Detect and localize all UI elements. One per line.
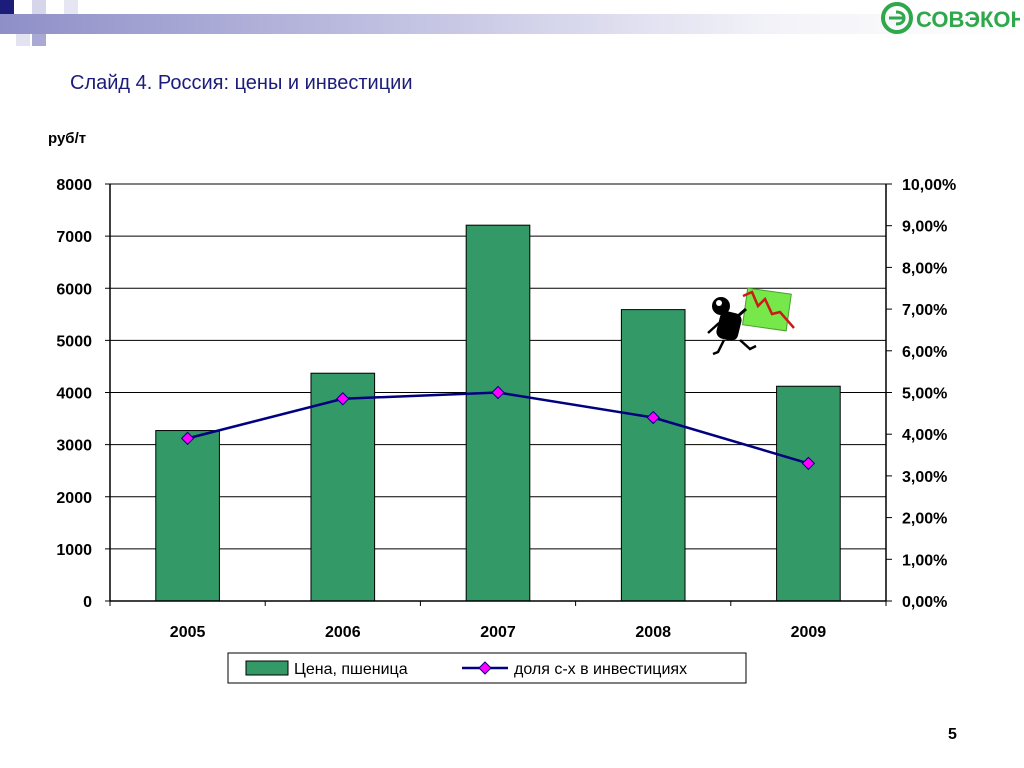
y-tick-label: 2000	[56, 490, 92, 507]
line-marker-2005	[180, 431, 195, 446]
sovecon-logo: СОВЭКОН	[881, 2, 1020, 34]
legend-label-investment-share: доля с-х в инвестициях	[514, 661, 687, 678]
y-tick-label: 4000	[56, 386, 92, 403]
y2-tick-label: 5,00%	[902, 386, 947, 403]
y2-tick-label: 3,00%	[902, 469, 947, 486]
y-tick-label: 0	[83, 594, 92, 611]
y2-tick-label: 8,00%	[902, 260, 947, 277]
bar-2006	[310, 372, 376, 602]
bar-2008	[620, 309, 686, 602]
x-tick-label: 2009	[791, 624, 827, 641]
legend: Цена, пшеница доля с-х в инвестициях	[227, 652, 747, 684]
axis-labels: 0 1000 2000 3000 4000 5000 6000 7000 8000 0,00% 1,…	[48, 130, 956, 641]
legend-label-price: Цена, пшеница	[294, 661, 408, 678]
line-marker-2006	[336, 392, 350, 406]
bar-2007	[465, 224, 531, 602]
bar-2005	[155, 430, 220, 602]
y-tick-label: 3000	[56, 438, 92, 455]
bar-2009	[776, 385, 841, 602]
line-marker-2009	[801, 456, 816, 471]
axes	[105, 183, 892, 606]
page-number: 5	[948, 726, 957, 743]
y-tick-label: 6000	[56, 281, 92, 298]
y-tick-label: 7000	[56, 229, 92, 246]
y-tick-label: 5000	[56, 333, 92, 350]
y-tick-label: 8000	[56, 177, 92, 194]
y2-tick-label: 9,00%	[902, 219, 947, 236]
y-axis-label: руб/т	[48, 130, 86, 147]
y-tick-label: 1000	[56, 542, 92, 559]
falling-chart-figure-icon	[707, 287, 795, 356]
x-tick-label: 2006	[325, 624, 361, 641]
bars	[155, 224, 841, 602]
x-tick-label: 2005	[170, 624, 206, 641]
line-marker-2007	[491, 385, 505, 400]
y2-tick-label: 1,00%	[902, 552, 947, 569]
line-marker-2008	[646, 410, 660, 425]
y2-tick-label: 2,00%	[902, 511, 947, 528]
header-gradient-bar	[0, 14, 1024, 34]
legend-marker-swatch	[478, 661, 492, 675]
legend-bar-swatch	[245, 660, 289, 676]
slide-title: Слайд 4. Россия: цены и инвестиции	[70, 72, 413, 94]
svg-text:СОВЭКОН: СОВЭКОН	[916, 7, 1020, 32]
y2-tick-label: 4,00%	[902, 427, 947, 444]
x-tick-label: 2008	[635, 624, 671, 641]
y2-tick-label: 0,00%	[902, 594, 947, 611]
x-tick-label: 2007	[480, 624, 516, 641]
y2-tick-label: 10,00%	[902, 177, 956, 194]
y2-tick-label: 6,00%	[902, 344, 947, 361]
y2-tick-label: 7,00%	[902, 302, 947, 319]
investment-share-line	[180, 385, 816, 471]
